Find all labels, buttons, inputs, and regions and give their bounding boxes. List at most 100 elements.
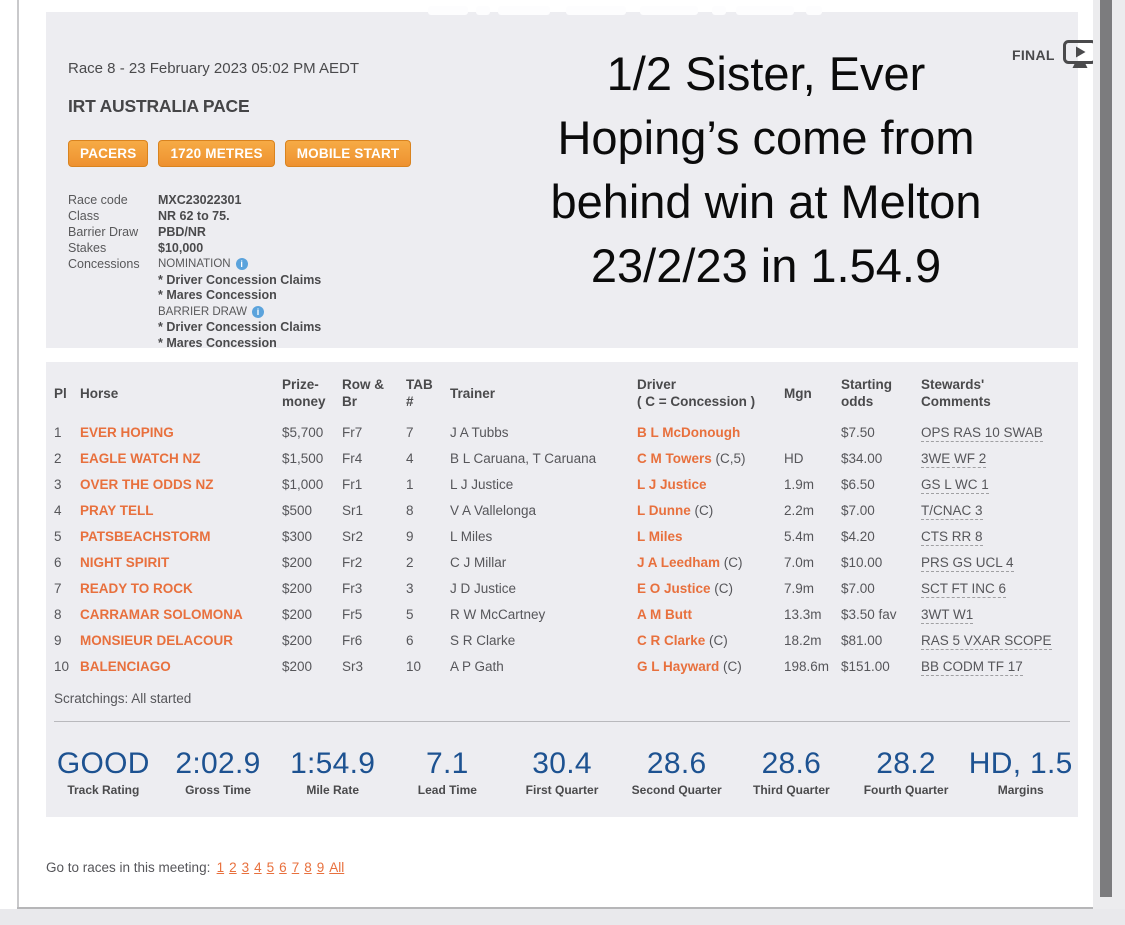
stat-label: Fourth Quarter	[863, 783, 949, 797]
margin-cell: 198.6m	[784, 658, 830, 674]
final-replay-control[interactable]: FINAL	[1012, 40, 1098, 70]
race-link-1[interactable]: 1	[216, 860, 225, 875]
stewards-comment[interactable]: OPS RAS 10 SWAB	[921, 424, 1043, 442]
concession-text: BARRIER DRAW	[158, 305, 248, 318]
row-br-cell: Fr2	[342, 554, 363, 570]
odds-cell: $34.00	[841, 450, 883, 466]
stewards-comment[interactable]: SCT FT INC 6	[921, 580, 1007, 598]
driver-name[interactable]: C M Towers	[637, 450, 712, 466]
prize-cell: $200	[282, 554, 313, 570]
stat-item: 7.1 Lead Time	[390, 747, 505, 797]
stewards-comment[interactable]: RAS 5 VXAR SCOPE	[921, 632, 1052, 650]
race-details: Race code MXC23022301 Class NR 62 to 75. Bar…	[68, 192, 321, 351]
detail-row: Stakes $10,000	[68, 240, 321, 256]
comments-cell: PRS GS UCL 4	[921, 549, 1070, 575]
stat-value: GOOD	[56, 747, 150, 780]
race-link-7[interactable]: 7	[291, 860, 300, 875]
stewards-comment[interactable]: CTS RR 8	[921, 528, 983, 546]
odds-cell: $7.00	[841, 502, 875, 518]
driver-name[interactable]: B L McDonough	[637, 424, 741, 440]
race-link-6[interactable]: 6	[279, 860, 287, 875]
concession-item: * Driver Concession Claims	[158, 320, 321, 336]
place-cell: 1	[54, 424, 62, 440]
concessions-list: NOMINATION i * Driver Concession Claims * M…	[158, 256, 321, 351]
badge-mobile-start: MOBILE START	[284, 140, 412, 167]
comments-cell: CTS RR 8	[921, 523, 1070, 549]
driver-name[interactable]: G L Hayward	[637, 658, 720, 674]
results-table: Pl Horse Prize- money Row & Br TAB # Trainer D…	[54, 368, 1070, 679]
odds-cell: $81.00	[841, 632, 883, 648]
driver-name[interactable]: L Miles	[637, 528, 683, 544]
race-link-2[interactable]: 2	[229, 860, 237, 875]
column-header: Prize- money	[282, 377, 326, 409]
horse-name[interactable]: MONSIEUR DELACOUR	[80, 632, 234, 648]
prize-cell: $200	[282, 580, 313, 596]
driver-cell: L Miles	[637, 523, 784, 549]
stat-label: Mile Rate	[306, 783, 360, 797]
scrollbar-thumb[interactable]	[1100, 0, 1112, 897]
stat-label: Gross Time	[185, 783, 251, 797]
trainer-cell: L J Justice	[450, 476, 514, 492]
place-cell: 7	[54, 580, 62, 596]
trainer-cell: C J Millar	[450, 554, 507, 570]
stat-value: 7.1	[426, 747, 469, 780]
table-row: 9 MONSIEUR DELACOUR $200 Fr6 6 S R Clarke C R …	[54, 627, 1070, 653]
video-caption-line: 1/2 Sister, Ever	[606, 47, 926, 100]
comments-cell: 3WE WF 2	[921, 445, 1070, 471]
race-link-4[interactable]: 4	[254, 860, 262, 875]
tab-cell: 1	[406, 476, 414, 492]
driver-name[interactable]: L Dunne	[637, 502, 691, 518]
race-link-5[interactable]: 5	[266, 860, 275, 875]
horse-name[interactable]: EAGLE WATCH NZ	[80, 450, 201, 466]
odds-cell: $7.50	[841, 424, 875, 440]
detail-row: Barrier Draw PBD/NR	[68, 224, 321, 240]
horse-name[interactable]: READY TO ROCK	[80, 580, 193, 596]
horse-name[interactable]: PATSBEACHSTORM	[80, 528, 211, 544]
trainer-cell: J D Justice	[450, 580, 517, 596]
stewards-comment[interactable]: 3WE WF 2	[921, 450, 987, 468]
detail-value: NR 62 to 75.	[158, 209, 230, 223]
place-cell: 9	[54, 632, 62, 648]
video-caption-line: Hoping’s come from	[557, 111, 975, 164]
concession-item: * Driver Concession Claims	[158, 273, 321, 289]
race-stats-strip: GOOD Track Rating 2:02.9 Gross Time 1:54.9 Mi…	[46, 747, 1078, 797]
driver-concession-note: (C)	[710, 580, 734, 596]
stewards-comment[interactable]: GS L WC 1	[921, 476, 989, 494]
stewards-comment[interactable]: 3WT W1	[921, 606, 974, 624]
horse-name[interactable]: CARRAMAR SOLOMONA	[80, 606, 243, 622]
horse-name[interactable]: BALENCIAGO	[80, 658, 171, 674]
info-icon[interactable]: i	[235, 258, 248, 270]
goto-races: Go to races in this meeting: 1 2 3 4 5 6 7 8 9 Al…	[46, 860, 347, 875]
comments-cell: OPS RAS 10 SWAB	[921, 419, 1070, 445]
horse-name[interactable]: PRAY TELL	[80, 502, 154, 518]
place-cell: 8	[54, 606, 62, 622]
stewards-comment[interactable]: BB CODM TF 17	[921, 658, 1023, 676]
margin-cell: 2.2m	[784, 502, 815, 518]
row-br-cell: Fr5	[342, 606, 363, 622]
column-header: Horse	[80, 385, 119, 401]
stewards-comment[interactable]: PRS GS UCL 4	[921, 554, 1014, 572]
stat-item: HD, 1.5 Margins	[963, 747, 1078, 797]
horse-name[interactable]: NIGHT SPIRIT	[80, 554, 170, 570]
driver-concession-note: (C)	[720, 554, 743, 570]
detail-value: MXC23022301	[158, 193, 242, 207]
horse-name[interactable]: OVER THE ODDS NZ	[80, 476, 214, 492]
driver-name[interactable]: L J Justice	[637, 476, 707, 492]
race-link-all[interactable]: All	[329, 860, 345, 875]
race-link-8[interactable]: 8	[304, 860, 312, 875]
driver-name[interactable]: E O Justice	[637, 580, 711, 596]
race-link-9[interactable]: 9	[316, 860, 325, 875]
table-row: 6 NIGHT SPIRIT $200 Fr2 2 C J Millar J A Leedh…	[54, 549, 1070, 575]
margin-cell: 13.3m	[784, 606, 822, 622]
table-row: 10 BALENCIAGO $200 Sr3 10 A P Gath G L Hayward…	[54, 653, 1070, 679]
detail-row: Class NR 62 to 75.	[68, 208, 321, 224]
race-link-3[interactable]: 3	[241, 860, 250, 875]
driver-name[interactable]: C R Clarke	[637, 632, 706, 648]
table-row: 7 READY TO ROCK $200 Fr3 3 J D Justice E O Jus…	[54, 575, 1070, 601]
info-icon[interactable]: i	[252, 305, 265, 318]
driver-name[interactable]: A M Butt	[637, 606, 692, 622]
stewards-comment[interactable]: T/CNAC 3	[921, 502, 983, 520]
prize-cell: $200	[282, 606, 313, 622]
horse-name[interactable]: EVER HOPING	[80, 424, 174, 440]
driver-name[interactable]: J A Leedham	[637, 554, 721, 570]
